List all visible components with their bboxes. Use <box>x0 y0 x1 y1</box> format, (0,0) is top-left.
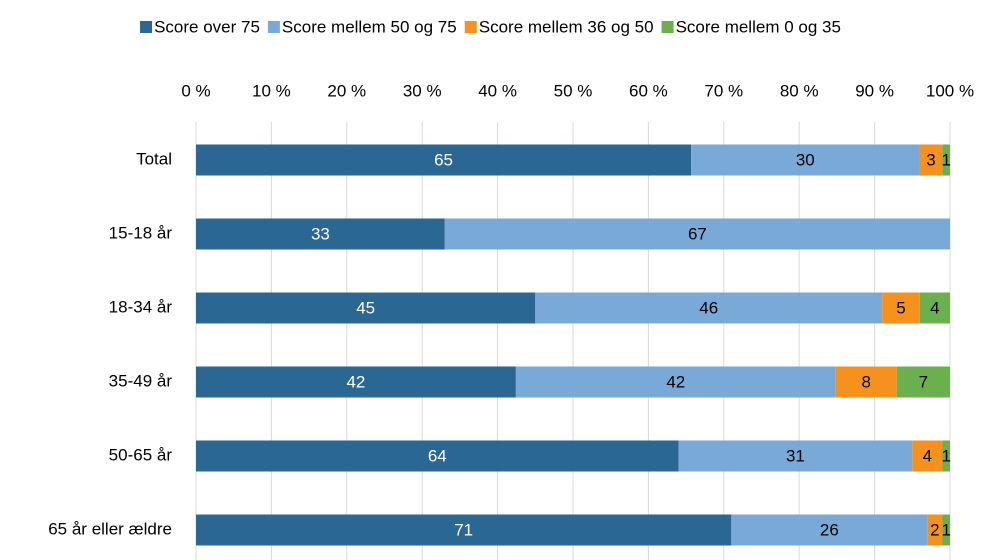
y-tick-label: 50-65 år <box>109 445 173 464</box>
bar-segment <box>942 144 950 176</box>
data-label: 31 <box>786 446 805 465</box>
data-label: 4 <box>923 446 932 465</box>
data-label: 42 <box>666 372 685 391</box>
legend: Score over 75 Score mellem 50 og 75 Score … <box>140 17 841 36</box>
bar-segment <box>919 292 950 324</box>
bar-segment <box>444 218 950 250</box>
x-tick-label: 70 % <box>704 81 743 100</box>
data-label: 5 <box>896 298 905 317</box>
legend-label: Score over 75 <box>154 17 260 36</box>
bar-segment <box>942 514 950 546</box>
data-label: 1 <box>941 446 950 465</box>
x-tick-label: 40 % <box>478 81 517 100</box>
legend-swatch <box>140 21 153 33</box>
bar-segment <box>535 292 883 324</box>
y-tick-label: 35-49 år <box>109 371 173 390</box>
data-label: 7 <box>919 372 928 391</box>
bar-segment <box>196 440 679 472</box>
bar-segment <box>882 292 920 324</box>
y-tick-label: 65 år eller ældre <box>48 519 172 538</box>
x-tick-label: 30 % <box>403 81 442 100</box>
legend-swatch <box>267 21 280 33</box>
data-label: 3 <box>926 150 935 169</box>
bar-segment <box>942 440 950 472</box>
x-tick-label: 20 % <box>327 81 366 100</box>
bar-segment <box>678 440 913 472</box>
bar-segment <box>196 514 732 546</box>
x-tick-label: 80 % <box>780 81 819 100</box>
bar-segment <box>196 144 692 176</box>
legend-swatch <box>464 21 477 33</box>
data-label: 8 <box>861 372 870 391</box>
data-label: 67 <box>688 224 707 243</box>
x-tick-label: 0 % <box>181 81 210 100</box>
data-label: 65 <box>434 150 453 169</box>
data-label: 4 <box>930 298 939 317</box>
data-label: 64 <box>428 446 447 465</box>
x-tick-label: 100 % <box>926 81 974 100</box>
x-tick-label: 50 % <box>554 81 593 100</box>
bar-segment <box>691 144 920 176</box>
bar-segment <box>912 440 943 472</box>
bar-segment <box>515 366 836 398</box>
legend-label: Score mellem 0 og 35 <box>676 17 841 36</box>
data-label: 71 <box>454 520 473 539</box>
y-tick-label: Total <box>136 149 172 168</box>
bar-segment <box>196 366 516 398</box>
y-tick-label: 15-18 år <box>109 223 173 242</box>
data-label: 2 <box>930 520 939 539</box>
data-label: 45 <box>356 298 375 317</box>
data-label: 1 <box>941 150 950 169</box>
x-tick-label: 60 % <box>629 81 668 100</box>
y-tick-label: 18-34 år <box>109 297 173 316</box>
bar-segment <box>927 514 943 546</box>
bar-segment <box>196 292 536 324</box>
bar-segment <box>896 366 950 398</box>
x-tick-label: 10 % <box>252 81 291 100</box>
bar-segment <box>196 218 445 250</box>
bar-segment <box>835 366 897 398</box>
data-label: 1 <box>941 520 950 539</box>
data-label: 26 <box>820 520 839 539</box>
data-label: 33 <box>311 224 330 243</box>
x-tick-label: 90 % <box>855 81 894 100</box>
legend-swatch <box>661 21 674 33</box>
legend-label: Score mellem 50 og 75 <box>282 17 457 36</box>
bar-segment <box>731 514 928 546</box>
data-label: 42 <box>346 372 365 391</box>
data-label: 46 <box>699 298 718 317</box>
data-label: 30 <box>796 150 815 169</box>
legend-label: Score mellem 36 og 50 <box>479 17 654 36</box>
bar-segment <box>919 144 943 176</box>
